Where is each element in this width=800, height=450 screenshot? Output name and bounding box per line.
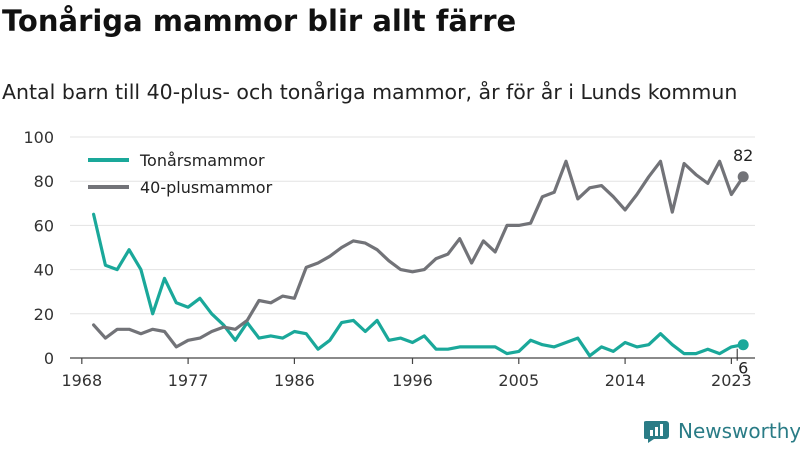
y-tick-label: 80	[34, 172, 54, 191]
series-end-label: 82	[733, 146, 753, 165]
y-tick-label: 20	[34, 305, 54, 324]
x-tick-label: 2014	[605, 371, 646, 390]
series-end-point-0	[737, 339, 749, 351]
legend-label-1: 40-plusmammor	[140, 178, 273, 197]
chart-title: Tonåriga mammor blir allt färre	[2, 4, 517, 38]
series-line-1	[92, 159, 745, 349]
brand-name: Newsworthy	[678, 419, 800, 443]
chart-subtitle: Antal barn till 40-plus- och tonåriga ma…	[2, 80, 738, 104]
y-tick-label: 40	[34, 261, 54, 280]
series-line-0	[92, 212, 745, 358]
newsworthy-logo-icon	[644, 421, 669, 443]
x-tick-label: 1986	[274, 371, 315, 390]
series-end-label: 6	[738, 359, 748, 378]
y-tick-label: 0	[44, 349, 54, 368]
legend-label-0: Tonårsmammor	[139, 151, 265, 170]
x-tick-label: 2005	[498, 371, 539, 390]
series-end-point-1	[737, 171, 749, 183]
x-tick-label: 2023	[711, 371, 752, 390]
y-tick-label: 100	[23, 128, 54, 147]
x-tick-label: 1977	[168, 371, 209, 390]
brand: Newsworthy	[644, 418, 800, 444]
x-tick-label: 1968	[61, 371, 102, 390]
y-tick-label: 60	[34, 216, 54, 235]
x-tick-label: 1996	[392, 371, 433, 390]
